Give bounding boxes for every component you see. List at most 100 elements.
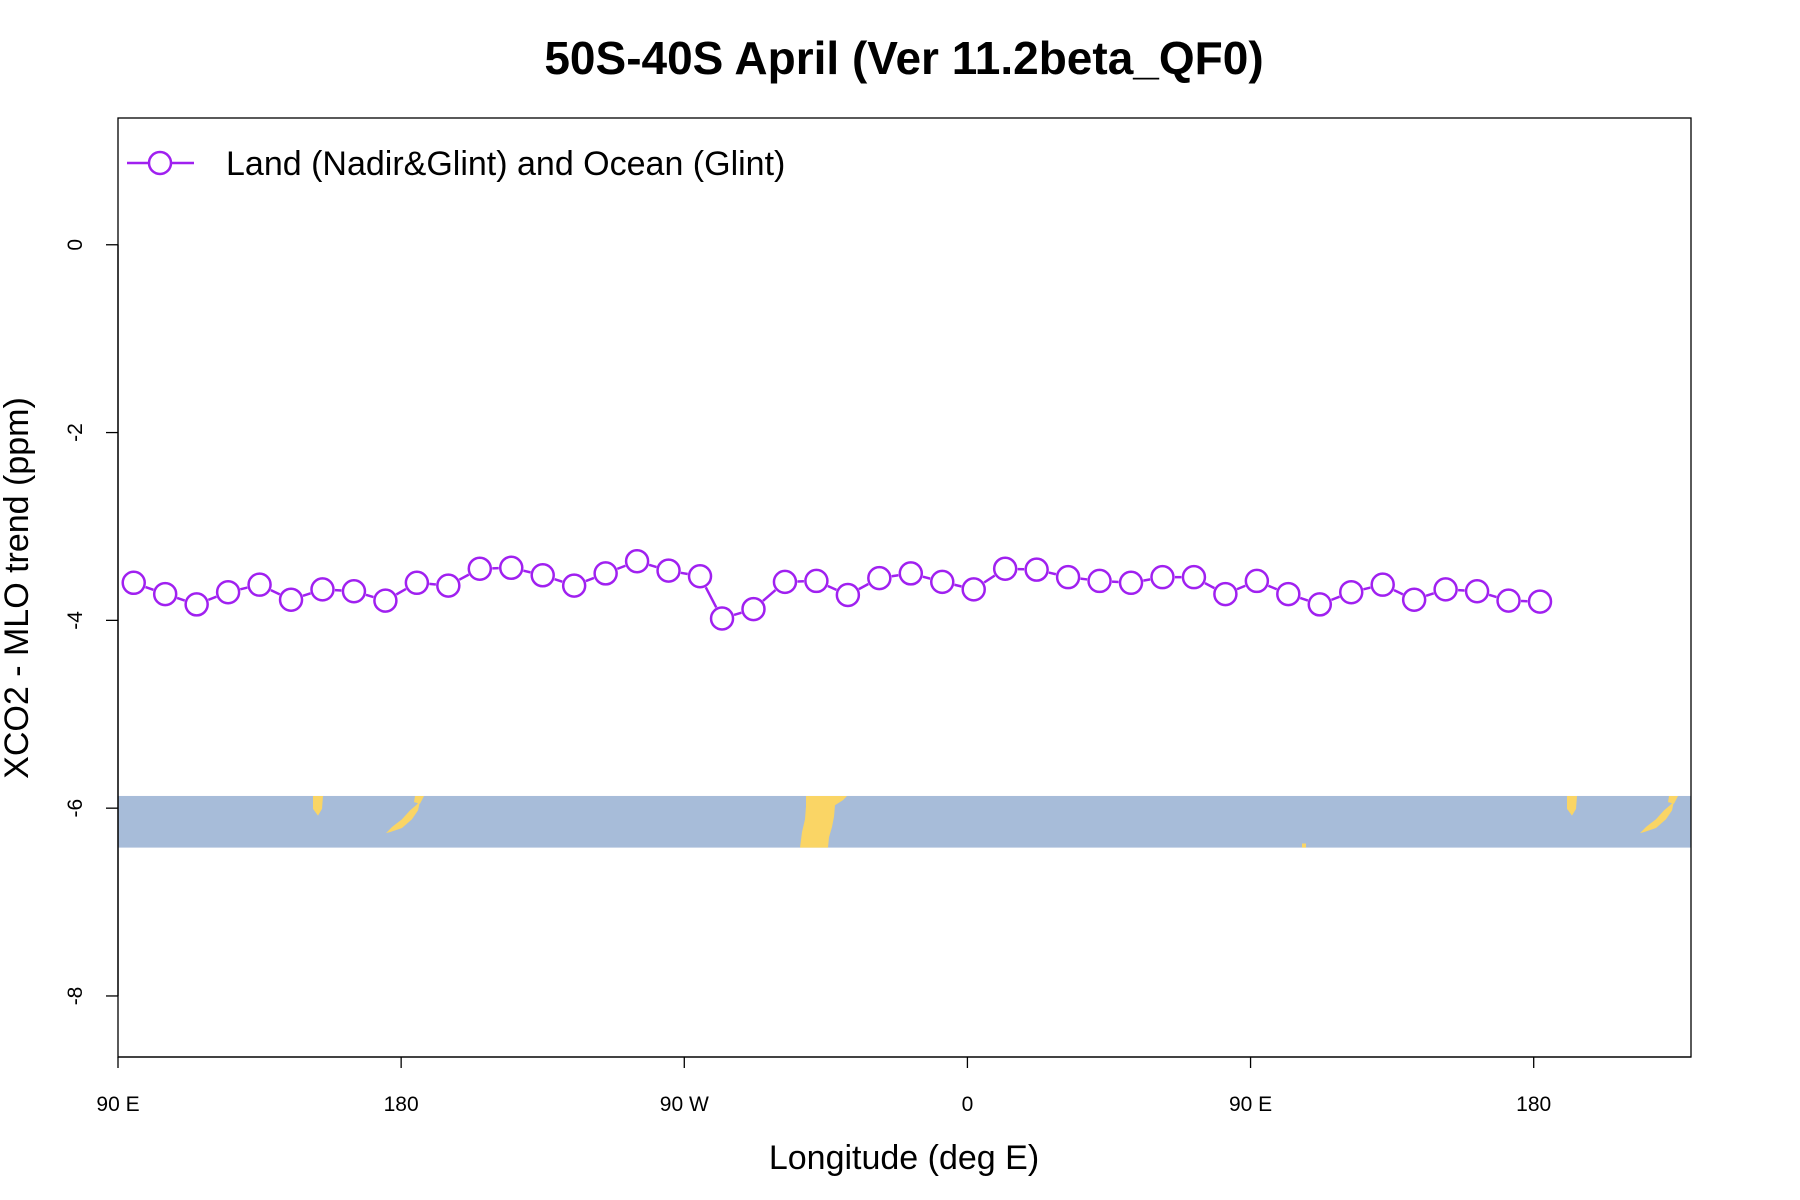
series-segment: [523, 569, 531, 574]
data-point: [184, 592, 209, 617]
data-point: [930, 569, 955, 595]
y-tick-label: 0: [64, 239, 87, 251]
chart-title: 50S-40S April (Ver 11.2beta_QF0): [544, 32, 1263, 84]
data-point: [121, 570, 146, 596]
data-point: [624, 548, 650, 574]
series-segment: [616, 564, 626, 571]
x-tick-label: 180: [1516, 1093, 1551, 1116]
data-point: [1307, 592, 1333, 617]
data-point: [1496, 588, 1521, 613]
series-segment: [827, 584, 837, 592]
series-segment: [1048, 571, 1057, 576]
data-point: [530, 563, 555, 588]
series-segment: [1204, 581, 1215, 590]
series-segment: [1080, 577, 1088, 581]
series-segment: [365, 593, 374, 599]
plot-area: 90 E 180 90 W 0 90 E 180 0 -2 -4 -6 -8: [64, 117, 1692, 1116]
x-tick-label: 90 W: [660, 1093, 709, 1116]
series-segment: [395, 587, 407, 596]
y-tick-label: -6: [64, 799, 87, 818]
series-segment: [1267, 584, 1278, 591]
series-segment: [429, 582, 436, 586]
land-shape: [313, 795, 323, 816]
series-segment: [1236, 584, 1246, 591]
series-segment: [554, 578, 563, 583]
x-tick-label: 0: [962, 1093, 974, 1116]
series-segment: [762, 589, 777, 602]
y-tick-label: -8: [64, 987, 87, 1006]
data-point: [961, 577, 986, 602]
series-segment: [1363, 586, 1371, 591]
series-segment: [1143, 578, 1151, 582]
data-point: [341, 579, 367, 604]
land-shape: [1640, 801, 1674, 834]
series-segment: [302, 592, 312, 597]
x-tick-label: 180: [384, 1093, 419, 1116]
map-strip: [118, 795, 1691, 848]
data-point: [656, 558, 681, 583]
x-tick-label: 90 E: [96, 1093, 139, 1116]
land-shape: [386, 801, 420, 834]
data-point: [1024, 557, 1049, 582]
data-point: [1464, 579, 1490, 604]
data-point: [709, 606, 735, 631]
series-segment: [270, 588, 281, 596]
series-segment: [1330, 595, 1341, 602]
data-point: [152, 581, 178, 607]
data-point: [804, 568, 829, 594]
series-segment: [648, 563, 657, 569]
data-point: [1150, 564, 1175, 590]
data-point: [373, 588, 398, 613]
data-point: [1244, 568, 1270, 594]
y-tick-label: -2: [64, 423, 87, 442]
series-segment: [954, 583, 962, 588]
land-shape: [414, 795, 424, 804]
x-axis: 90 E 180 90 W 0 90 E 180: [96, 1056, 1691, 1116]
data-point: [1433, 577, 1458, 602]
data-point: [1055, 564, 1081, 590]
data-point: [1181, 564, 1207, 590]
series-segment: [1488, 593, 1497, 599]
data-point: [1527, 589, 1553, 614]
y-axis-label: XCO2 - MLO trend (ppm): [0, 397, 36, 779]
series-segment: [458, 573, 470, 581]
data-point: [404, 570, 430, 596]
series-segment: [1299, 596, 1309, 602]
plot-frame: [117, 117, 1692, 1058]
x-tick-label: 90 E: [1229, 1093, 1272, 1116]
data-point: [215, 579, 241, 605]
data-point: [561, 573, 587, 598]
data-point: [1118, 570, 1144, 596]
series-segment: [1393, 588, 1404, 596]
data-point: [867, 565, 892, 591]
series-segment: [585, 576, 595, 583]
data-point: [992, 556, 1018, 581]
data-point: [772, 569, 798, 595]
legend: Land (Nadir&Glint) and Ocean (Glint): [127, 145, 785, 183]
series-segment: [145, 585, 154, 592]
data-point: [1338, 579, 1364, 605]
series-segment: [858, 582, 869, 591]
series-layer: [121, 548, 1553, 631]
data-point: [310, 577, 335, 602]
data-point: [593, 561, 618, 586]
ocean-band: [118, 795, 1691, 848]
series-segment: [733, 611, 742, 617]
series-segment: [922, 575, 931, 580]
series-segment: [680, 571, 688, 576]
land-shape: [1567, 795, 1577, 816]
series-segment: [1425, 592, 1435, 597]
data-point: [1213, 581, 1238, 607]
data-point: [247, 572, 272, 597]
series-segment: [207, 595, 217, 602]
data-point: [499, 555, 524, 581]
data-point: [467, 556, 493, 581]
legend-marker: [147, 150, 173, 176]
data-point: [1401, 587, 1427, 612]
data-point: [1370, 572, 1395, 597]
data-point: [835, 582, 861, 608]
data-point: [741, 596, 766, 622]
data-point: [898, 561, 924, 586]
land-shape: [1668, 795, 1678, 804]
